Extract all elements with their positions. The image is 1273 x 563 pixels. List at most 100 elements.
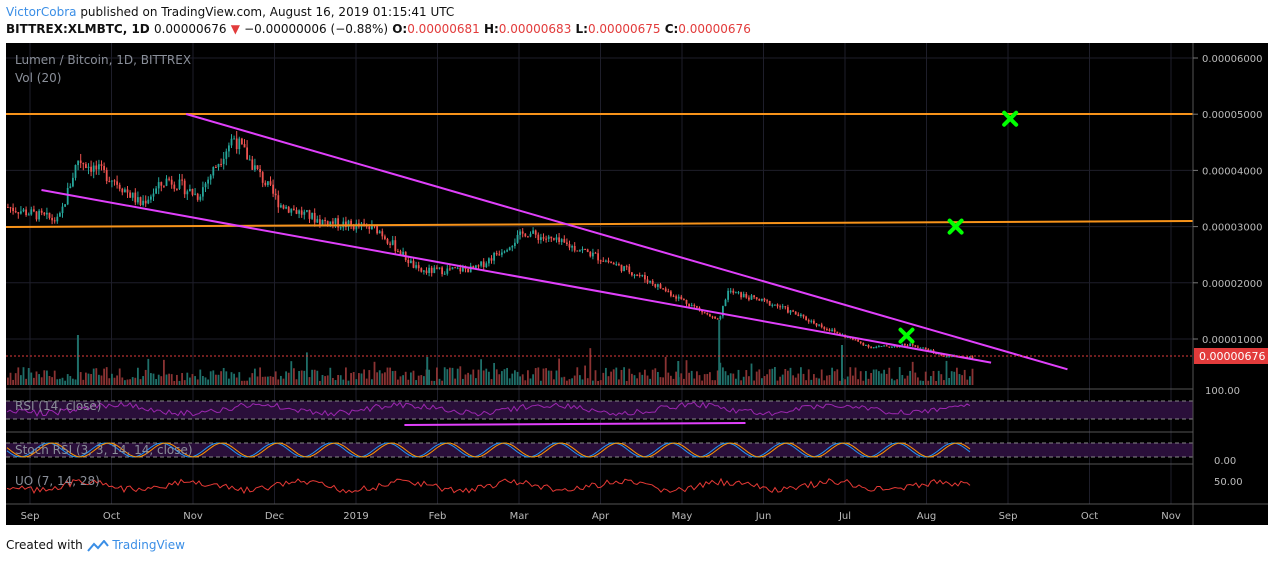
candle-body (813, 320, 815, 324)
candle-body (316, 219, 319, 223)
volume-bar (152, 373, 155, 385)
volume-bar (740, 380, 742, 385)
candle-body (566, 242, 568, 245)
volume-bar (254, 368, 256, 385)
candle-body (7, 206, 9, 208)
volume-bar (160, 376, 163, 385)
volume-bar (501, 371, 503, 385)
volume-bar (92, 368, 95, 385)
volume-bar (313, 369, 316, 385)
volume-bar (116, 375, 118, 385)
candle-body (113, 180, 116, 182)
candle-body (277, 195, 280, 208)
candle-body (228, 145, 230, 152)
volume-bar (667, 372, 670, 385)
volume-bar (186, 372, 189, 385)
candle-body (501, 252, 503, 255)
candle-body (14, 211, 17, 213)
high-label: H: (483, 22, 499, 36)
candle-body (381, 231, 384, 237)
volume-bar (563, 376, 566, 385)
candle-body (48, 212, 51, 218)
volume-bar (815, 377, 818, 385)
volume-bar (194, 376, 196, 385)
volume-bar (802, 373, 805, 385)
candle-body (183, 180, 186, 195)
candle-body (121, 188, 124, 193)
volume-bar (137, 367, 139, 385)
candle-body (735, 292, 737, 294)
volume-bar (514, 370, 516, 385)
candle-body (194, 193, 196, 195)
candle-body (150, 196, 152, 200)
volume-bar (904, 378, 906, 385)
volume-bar (181, 373, 183, 385)
volume-bar (696, 371, 698, 385)
candle-body (303, 211, 306, 215)
volume-bar (768, 369, 771, 385)
volume-bar (524, 380, 527, 385)
volume-bar (74, 379, 77, 385)
volume-bar (550, 370, 553, 385)
uo-label: UO (7, 14, 28) (15, 474, 100, 488)
x-tick-label: Feb (429, 511, 447, 522)
volume-bar (831, 367, 833, 385)
candle-body (893, 345, 896, 347)
volume-bar (529, 378, 532, 385)
volume-bar (287, 372, 290, 385)
candle-body (300, 210, 303, 215)
candle-body (779, 306, 781, 308)
volume-bar (319, 380, 321, 385)
volume-bar (238, 372, 241, 385)
volume-bar (631, 373, 633, 385)
volume-bar (945, 360, 948, 385)
volume-bar (131, 377, 134, 385)
candle-body (157, 182, 160, 189)
candle-body (420, 268, 423, 272)
volume-bar (784, 369, 787, 385)
candle-body (254, 165, 256, 170)
candle-body (415, 265, 417, 268)
candle-body (100, 164, 103, 166)
candle-body (607, 260, 610, 263)
volume-bar (410, 372, 412, 385)
candle-body (623, 266, 625, 272)
candle-body (867, 344, 870, 348)
tradingview-link[interactable]: TradingView (112, 538, 185, 552)
candle-body (852, 337, 854, 340)
candle-body (612, 262, 615, 265)
volume-bar (750, 363, 753, 385)
volume-bar (901, 375, 904, 385)
volume-bar (30, 372, 33, 385)
support-level-line (5, 220, 1194, 228)
candle-body (433, 267, 436, 273)
volume-bar (488, 371, 490, 385)
author-link[interactable]: VictorCobra (6, 5, 77, 19)
candle-body (222, 158, 225, 165)
candle-body (103, 165, 105, 170)
chart-area[interactable]: 0.00006000 0.00005000 0.00004000 0.00003000… (5, 43, 1268, 525)
candle-body (711, 316, 714, 318)
volume-bar (441, 380, 443, 385)
candle-body (191, 188, 194, 195)
price-chart[interactable]: 0.00006000 0.00005000 0.00004000 0.00003000… (5, 43, 1268, 525)
volume-bar (368, 370, 371, 385)
candle-body (971, 356, 974, 359)
volume-bar (300, 370, 303, 385)
volume-bar (849, 367, 852, 385)
candle-body (480, 261, 482, 266)
rsi-trendline (404, 422, 746, 426)
candle-body (313, 212, 316, 223)
candle-body (397, 251, 399, 253)
candle-body (917, 346, 919, 348)
candle-body (664, 288, 667, 292)
symbol: BITTREX:XLMBTC, 1D (6, 22, 150, 36)
tradingview-logo-icon (86, 539, 109, 552)
volume-bar (298, 371, 300, 385)
volume-bar (261, 376, 264, 385)
candle-body (147, 199, 150, 204)
target-x-icon (1002, 110, 1019, 127)
candle-body (451, 267, 454, 270)
candle-body (295, 209, 298, 214)
x-tick-label: Apr (592, 511, 610, 522)
